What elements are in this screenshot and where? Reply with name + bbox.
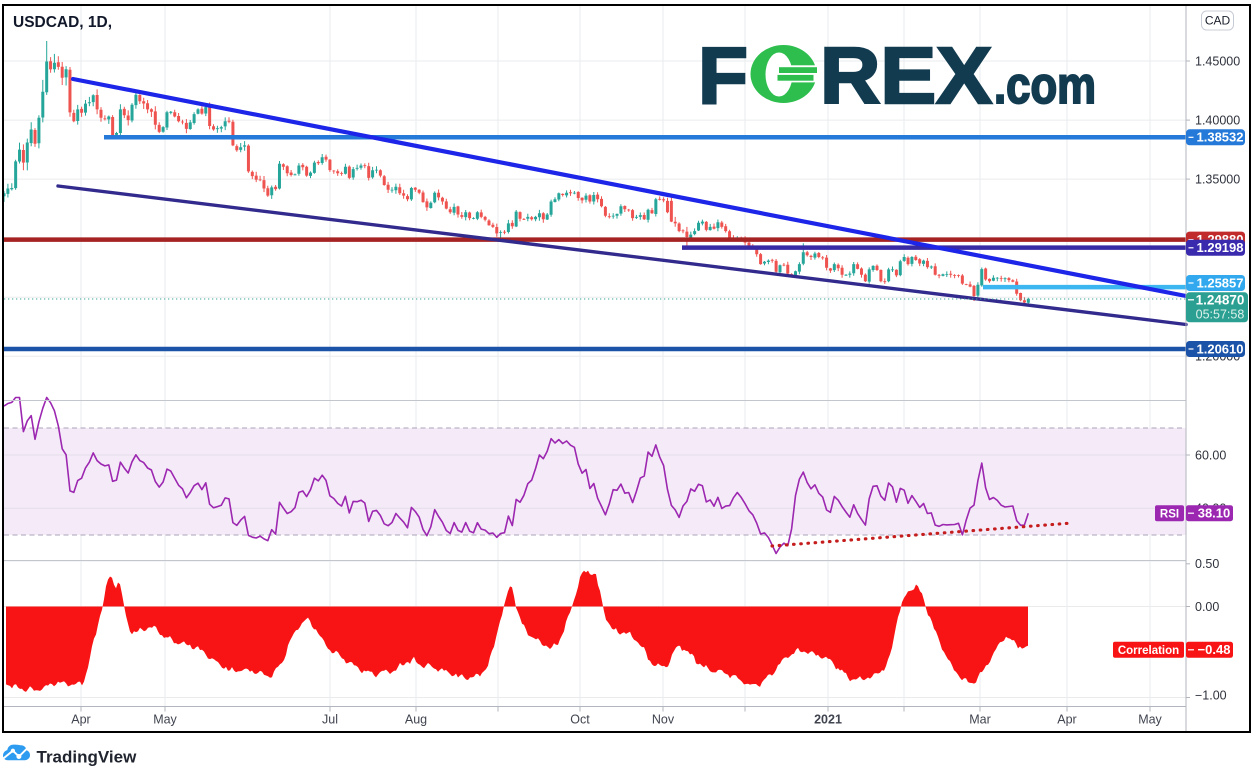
svg-text:1.20610: 1.20610 — [1197, 341, 1244, 356]
svg-text:USDCAD, 1D,: USDCAD, 1D, — [13, 14, 112, 31]
svg-text:1.45000: 1.45000 — [1195, 54, 1240, 68]
svg-text:May: May — [153, 713, 177, 727]
svg-text:Oct: Oct — [570, 713, 590, 727]
svg-text:2021: 2021 — [814, 713, 842, 727]
svg-text:1.24870: 1.24870 — [1196, 293, 1245, 308]
svg-text:05:57:58: 05:57:58 — [1196, 307, 1245, 321]
svg-text:−1.00: −1.00 — [1195, 689, 1227, 703]
svg-text:Aug: Aug — [405, 713, 427, 727]
svg-text:REX: REX — [820, 31, 992, 120]
svg-text:.com: .com — [994, 57, 1096, 115]
svg-text:1.38532: 1.38532 — [1197, 130, 1244, 145]
svg-text:May: May — [1138, 713, 1162, 727]
svg-text:−0.48: −0.48 — [1198, 642, 1231, 657]
svg-text:F: F — [698, 31, 748, 120]
svg-text:CAD: CAD — [1205, 14, 1231, 28]
svg-text:1.25857: 1.25857 — [1197, 275, 1244, 290]
svg-text:38.10: 38.10 — [1198, 506, 1231, 521]
svg-text:TradingView: TradingView — [37, 748, 138, 767]
svg-text:Nov: Nov — [652, 713, 675, 727]
svg-text:Jul: Jul — [322, 713, 338, 727]
svg-text:Correlation: Correlation — [1118, 645, 1179, 657]
svg-text:Apr: Apr — [71, 713, 90, 727]
svg-text:Mar: Mar — [969, 713, 991, 727]
svg-text:1.29198: 1.29198 — [1197, 240, 1244, 255]
svg-text:0.50: 0.50 — [1195, 557, 1219, 571]
svg-text:0.00: 0.00 — [1195, 600, 1219, 614]
svg-text:1.35000: 1.35000 — [1195, 172, 1240, 186]
svg-text:Apr: Apr — [1057, 713, 1076, 727]
svg-text:1.40000: 1.40000 — [1195, 113, 1240, 127]
svg-text:60.00: 60.00 — [1195, 448, 1226, 462]
svg-text:RSI: RSI — [1160, 508, 1179, 520]
